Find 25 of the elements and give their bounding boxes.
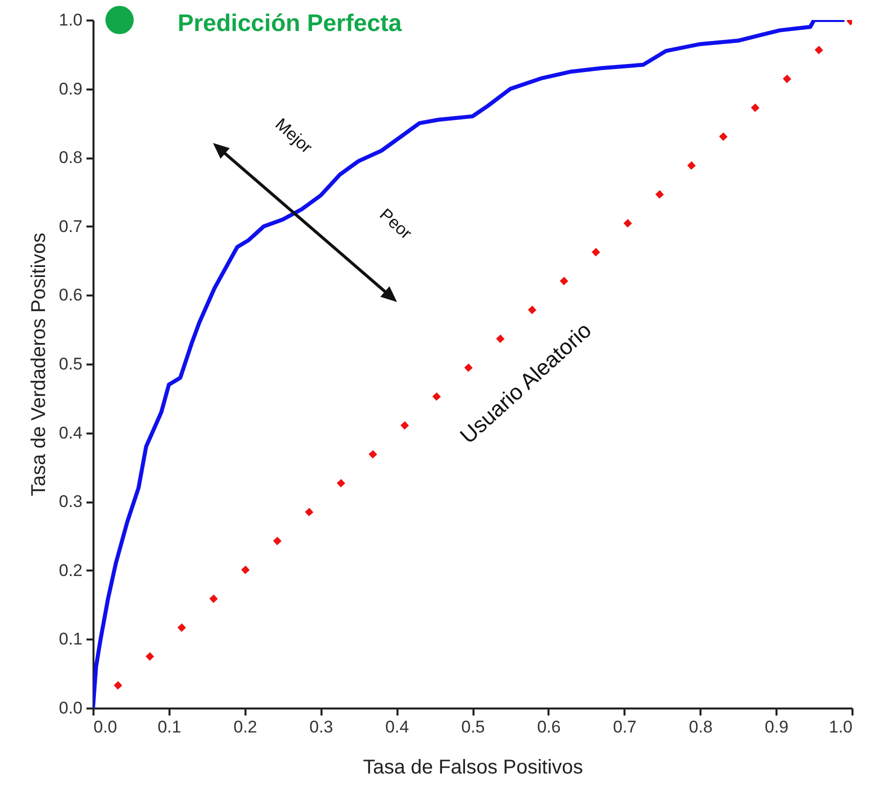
x-tick-label: 0.9 xyxy=(764,718,788,736)
x-tick-label: 0.3 xyxy=(309,718,334,736)
y-tick-label: 0.9 xyxy=(58,79,82,98)
x-tick-label: 0.8 xyxy=(688,718,713,736)
y-tick-label: 0.3 xyxy=(58,492,82,512)
y-tick-label: 0.5 xyxy=(58,354,82,374)
y-tick-label: 0.4 xyxy=(58,423,82,442)
x-tick-label: 0.6 xyxy=(537,718,561,736)
x-tick-label: 0.1 xyxy=(158,718,182,736)
y-tick-label: 1.0 xyxy=(58,10,82,30)
x-tick-label: 0.2 xyxy=(233,718,258,736)
series-label: Predicción Perfecta xyxy=(178,10,402,37)
y-tick-label: 0.6 xyxy=(58,286,82,305)
x-tick-label: 1.0 xyxy=(828,718,852,736)
x-tick-label: 0.5 xyxy=(461,718,485,736)
y-tick-label: 0.7 xyxy=(58,216,82,236)
y-tick-label: 0.0 xyxy=(58,698,82,718)
y-tick-label: 0.2 xyxy=(58,560,82,580)
x-tick-label: 0.4 xyxy=(385,718,409,736)
x-axis-title: Tasa de Falsos Positivos xyxy=(362,756,584,778)
x-tick-label: 0.0 xyxy=(94,718,118,736)
y-tick-label: 0.1 xyxy=(58,630,82,649)
y-axis-title: Tasa de Verdaderos Positivos xyxy=(28,232,50,496)
y-tick-label: 0.8 xyxy=(58,148,82,168)
x-tick-label: 0.7 xyxy=(612,718,637,736)
